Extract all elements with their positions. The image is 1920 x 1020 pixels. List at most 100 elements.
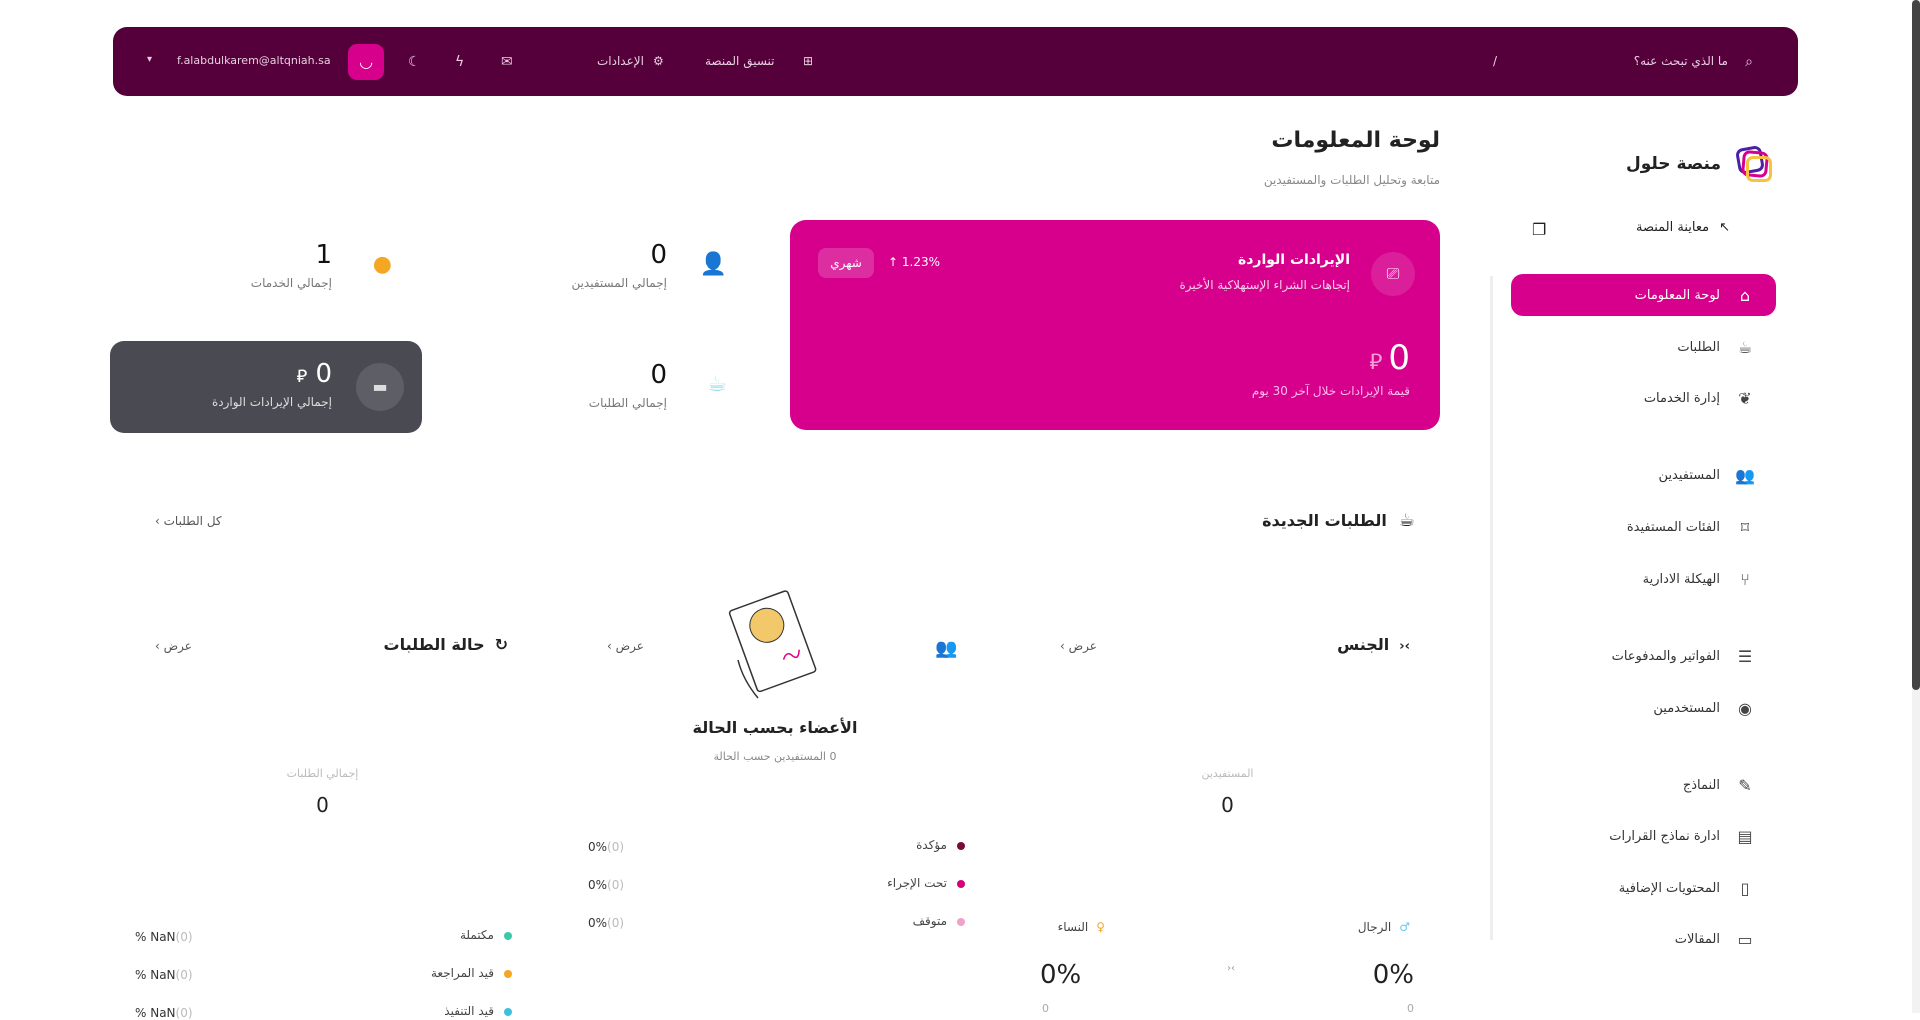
pct: % NaN [135,968,176,982]
sidebar-item-beneficiaries[interactable]: 👥 المستفيدين [1511,454,1776,496]
chevron-down-icon[interactable]: ▾ [147,54,153,65]
legend-dot [504,969,512,978]
search-icon[interactable]: ⌕ [1745,54,1753,70]
legend-dot [957,879,965,888]
pot-icon: ☕ [1737,337,1753,357]
sidebar-item-decision-templates[interactable]: ▤ ادارة نماذج القرارات [1511,815,1776,857]
gender-view-link[interactable]: عرض › [1060,639,1097,653]
legend-value: 0%(0) [588,916,630,930]
moon-icon[interactable]: ☾ [408,54,421,70]
stat-value: 0 [650,360,667,390]
stat-services: ● 1 إجمالي الخدمات [110,222,422,314]
revenue-caption: قيمة الإيرادات خلال آخر 30 يوم [1251,384,1410,398]
sidebar-item-extra-content[interactable]: ▯ المحتويات الإضافية [1511,867,1776,909]
legend-in-progress: تحت الإجراء [887,876,965,890]
women-legend: ♀ النساء [1058,920,1105,934]
sidebar-scrollbar[interactable] [1490,276,1493,940]
all-requests-link[interactable]: كل الطلبات › [155,514,222,528]
count: (0) [175,930,193,944]
platform-layout-button[interactable]: تنسيق المنصة [705,54,775,68]
brand[interactable]: منصة حلول [1625,144,1773,183]
members-icon: 👥 [935,638,958,659]
users-icon: 👤 [699,252,727,277]
sidebar-item-forms[interactable]: ✎ النماذج [1511,764,1776,806]
platform-layout-icon[interactable]: ⊞ [803,54,814,68]
revenue-number: 0 [1388,338,1410,378]
revenue-card: ⎚ الإيرادات الواردة إتجاهات الشراء الإست… [790,220,1440,430]
article-icon: ▭ [1737,929,1753,949]
user-circle-icon: ◉ [1738,698,1752,718]
search-shortcut: / [1493,54,1498,68]
revenue-title: الإيرادات الواردة [1237,252,1350,268]
search-input[interactable]: ما الذي تبحث عنه؟ [1633,54,1728,68]
bolt-icon[interactable]: ϟ [455,54,465,70]
sidebar-item-structure[interactable]: ⑂ الهيكلة الادارية [1511,558,1776,600]
sidebar-item-users[interactable]: ◉ المستخدمين [1511,687,1776,729]
arrow-up-left-icon: ↖ [1719,220,1730,235]
user-email[interactable]: f.alabdulkarem@altqniah.sa [177,54,331,67]
legend-label: مكتملة [459,928,494,942]
legend-value: % NaN(0) [135,930,199,944]
sidebar-item-label: ادارة نماذج القرارات [1609,828,1720,844]
members-view-link[interactable]: عرض › [607,639,644,653]
pot-icon: ☕ [707,372,727,397]
pot-icon: ☕ [1398,510,1415,531]
count: (0) [175,968,193,982]
brand-name: منصة حلول [1625,154,1721,174]
sidebar-item-label: لوحة المعلومات [1634,287,1720,303]
page-title: لوحة المعلومات [1271,128,1440,153]
invoice-icon: ☰ [1737,646,1753,666]
stat-label: إجمالي الخدمات [250,276,332,290]
gear-icon[interactable]: ⚙ [653,54,664,68]
legend-dot [957,917,965,926]
count: (0) [607,916,625,930]
scroll-icon: ▯ [1740,878,1750,898]
new-requests-title: الطلبات الجديدة [1262,511,1387,530]
preview-platform-label: معاينة المنصة [1636,220,1710,235]
count: (0) [607,878,625,892]
preview-platform-link[interactable]: ↖ معاينة المنصة [1636,220,1730,235]
sidebar-item-articles[interactable]: ▭ المقالات [1511,918,1776,960]
legend-dot [504,931,512,940]
period-dropdown[interactable]: شهري [818,248,874,278]
men-legend: ♂ الرجال [1358,920,1410,934]
inbox-icon[interactable]: ✉ [501,54,513,70]
empty-state-illustration [728,590,817,699]
sidebar-item-label: الفواتير والمدفوعات [1611,648,1720,664]
view-label: عرض [163,639,192,653]
stat-label: إجمالي الإيرادات الواردة [211,395,332,409]
tag-icon: ⌑ [1740,517,1750,537]
sidebar-item-requests[interactable]: ☕ الطلبات [1511,326,1776,368]
members-subtitle: 0 المستفيدين حسب الحالة [713,750,837,763]
legend-executing: قيد التنفيذ [444,1004,512,1018]
sidebar-item-dashboard[interactable]: ⌂ لوحة المعلومات [1511,274,1776,316]
stat-number: 0 [315,359,332,389]
legend-label: قيد التنفيذ [444,1004,494,1018]
settings-button[interactable]: الإعدادات [597,54,644,68]
sidebar-item-services[interactable]: ❦ إدارة الخدمات [1511,377,1776,419]
services-icon: ● [372,252,392,277]
pct: % NaN [135,930,176,944]
new-requests-header: ☕ الطلبات الجديدة [1262,510,1415,531]
status-view-link[interactable]: عرض › [155,639,192,653]
pct: 0% [588,840,608,854]
legend-confirmed: مؤكدة [916,838,965,852]
sidebar-item-label: الهيكلة الادارية [1642,571,1720,587]
services-icon: ❦ [1738,388,1752,408]
women-count: 0 [1042,1002,1049,1015]
page-scrollbar[interactable] [1912,0,1920,1013]
stat-requests: ☕ 0 إجمالي الطلبات [445,342,757,434]
sidebar-item-label: إدارة الخدمات [1643,390,1720,406]
users-icon: 👥 [1735,465,1755,485]
status-title: حالة الطلبات [383,635,485,654]
men-pct: 0% [1372,960,1414,990]
sidebar-item-label: المقالات [1674,931,1720,947]
list-doc-icon: ▤ [1737,826,1753,846]
sidebar-item-categories[interactable]: ⌑ الفئات المستفيدة [1511,506,1776,548]
sidebar-item-invoices[interactable]: ☰ الفواتير والمدفوعات [1511,635,1776,677]
sidebar-item-label: النماذج [1682,777,1720,793]
refresh-icon: ↻ [494,635,508,654]
brand-logo [1734,144,1773,183]
avatar[interactable]: ◡ [348,44,384,80]
copy-icon[interactable]: ❐ [1532,220,1547,239]
